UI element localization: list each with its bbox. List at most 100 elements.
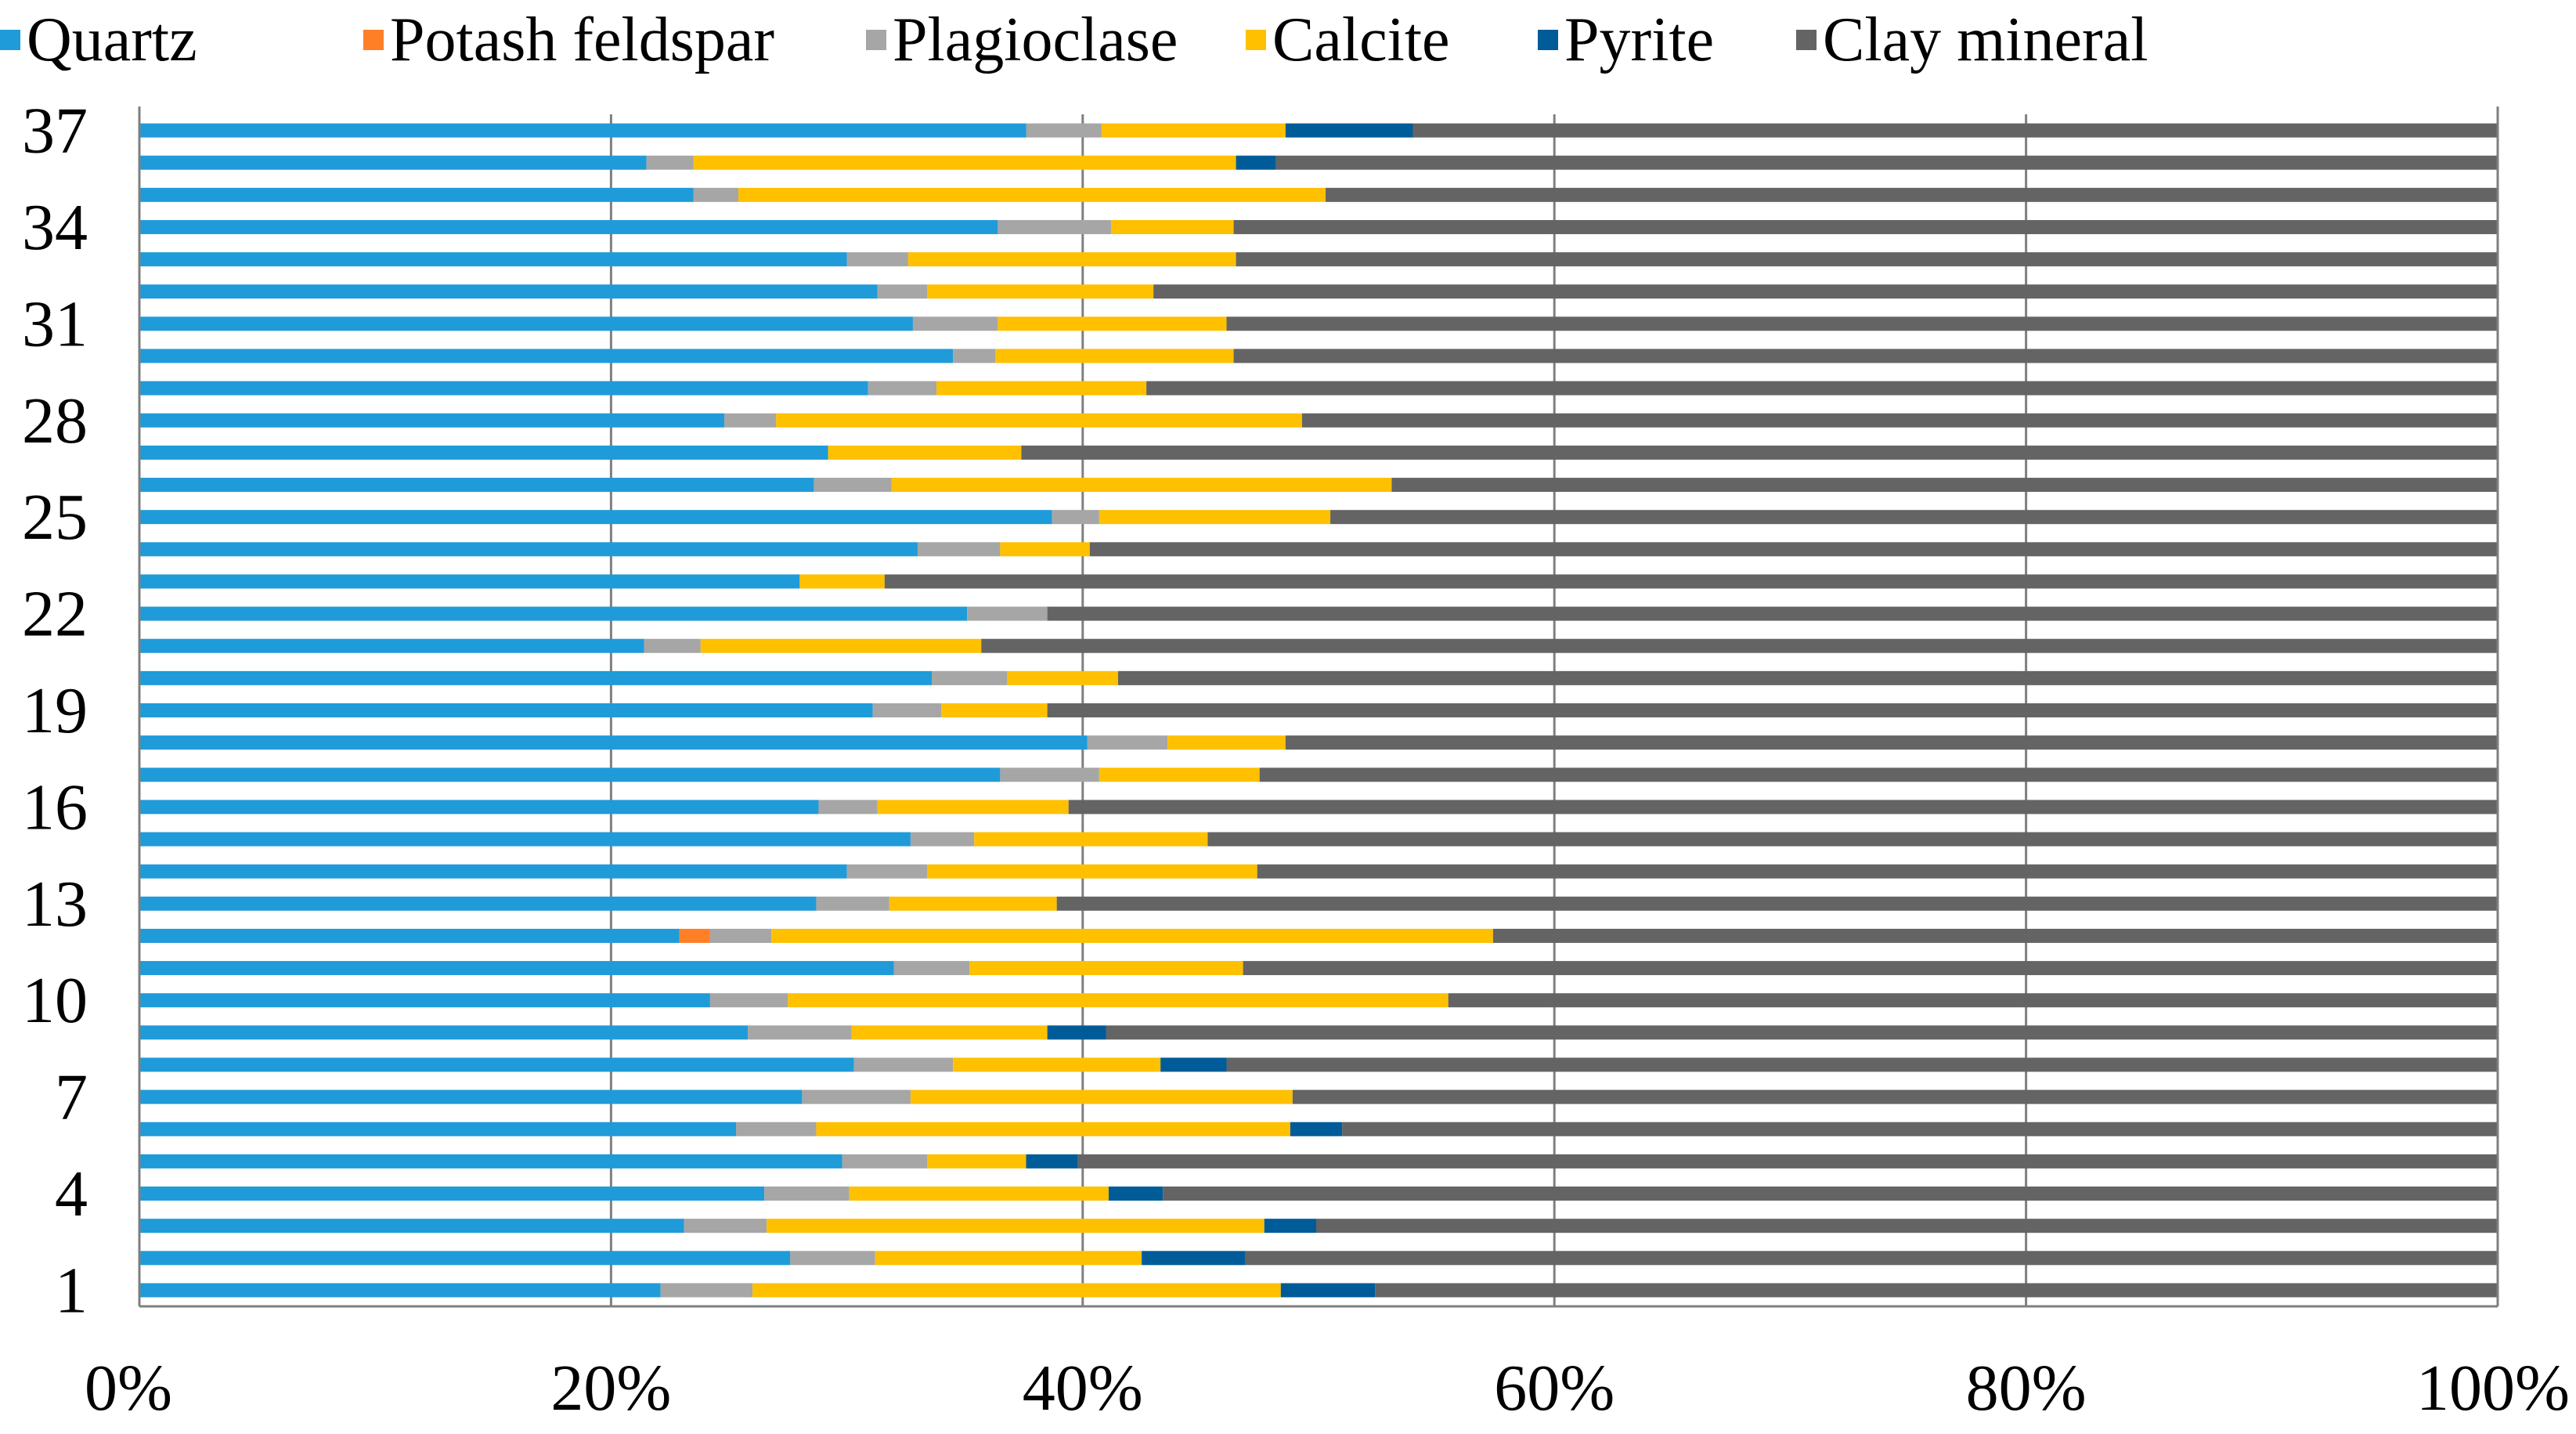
bar-sample-7-plagioclase <box>802 1089 911 1104</box>
bar-sample-32-quartz <box>139 284 878 299</box>
bar-sample-25-clay-mineral <box>1330 510 2498 525</box>
legend-swatch-potash-feldspar <box>363 30 384 50</box>
y-tick-label-16: 16 <box>22 771 88 843</box>
bar-sample-11-quartz <box>139 961 894 976</box>
bar-sample-1-plagioclase <box>660 1283 753 1298</box>
y-tick-label-37: 37 <box>22 95 88 168</box>
bar-sample-28-quartz <box>139 413 724 428</box>
bar-sample-14-calcite <box>927 864 1257 879</box>
bar-sample-2-clay-mineral <box>1245 1251 2498 1266</box>
bar-sample-21-quartz <box>139 638 644 653</box>
bar-sample-6-calcite <box>816 1122 1290 1136</box>
bar-sample-36-clay-mineral <box>1275 155 2498 170</box>
bar-sample-13-quartz <box>139 896 817 911</box>
y-tick-label-31: 31 <box>22 287 88 360</box>
bar-sample-12-calcite <box>771 928 1493 943</box>
bar-sample-16-quartz <box>139 800 819 815</box>
bar-sample-4-calcite <box>849 1187 1109 1201</box>
bar-sample-2-plagioclase <box>790 1251 875 1266</box>
y-tick-label-34: 34 <box>22 191 88 264</box>
bar-sample-17-plagioclase <box>1000 768 1099 782</box>
bar-sample-20-plagioclase <box>932 670 1008 685</box>
bar-sample-26-clay-mineral <box>1391 478 2498 493</box>
bar-sample-10-quartz <box>139 993 710 1008</box>
legend-swatch-plagioclase <box>866 30 886 50</box>
bar-sample-6-pyrite <box>1290 1122 1343 1136</box>
y-tick-label-19: 19 <box>22 674 88 747</box>
bar-sample-24-clay-mineral <box>1089 542 2498 557</box>
bar-sample-8-plagioclase <box>853 1057 954 1072</box>
bar-sample-15-quartz <box>139 832 911 847</box>
bar-sample-10-plagioclase <box>709 993 788 1008</box>
bar-sample-22-clay-mineral <box>1047 606 2498 621</box>
bar-sample-31-plagioclase <box>912 316 998 331</box>
y-tick-label-28: 28 <box>22 385 88 457</box>
bar-sample-5-quartz <box>139 1154 842 1169</box>
bar-sample-33-clay-mineral <box>1236 252 2498 267</box>
bar-sample-30-clay-mineral <box>1233 349 2498 363</box>
bar-sample-29-quartz <box>139 381 868 396</box>
bar-sample-11-plagioclase <box>893 961 970 976</box>
bar-sample-12-potash-feldspar <box>679 928 710 943</box>
bar-sample-30-quartz <box>139 349 954 363</box>
legend-item-clay-mineral: Clay mineral <box>1796 6 2148 74</box>
bar-sample-26-calcite <box>891 478 1392 493</box>
bar-sample-1-pyrite <box>1280 1283 1376 1298</box>
legend-swatch-calcite <box>1246 30 1266 50</box>
bar-sample-18-plagioclase <box>1087 735 1168 750</box>
x-tick-label-100: 100% <box>2416 1352 2570 1425</box>
bar-sample-27-clay-mineral <box>1021 445 2498 460</box>
bar-sample-9-calcite <box>851 1025 1048 1040</box>
bar-sample-34-quartz <box>139 219 998 234</box>
bar-sample-13-plagioclase <box>816 896 889 911</box>
y-tick-label-7: 7 <box>55 1061 88 1134</box>
bar-sample-1-calcite <box>752 1283 1281 1298</box>
bar-sample-13-calcite <box>889 896 1057 911</box>
bar-sample-15-clay-mineral <box>1207 832 2498 847</box>
legend-label-potash-feldspar: Potash feldspar <box>390 5 775 74</box>
bar-sample-19-plagioclase <box>872 703 942 717</box>
bar-sample-2-quartz <box>139 1251 791 1266</box>
bar-sample-29-calcite <box>936 381 1147 396</box>
bar-sample-22-plagioclase <box>967 606 1048 621</box>
bar-sample-20-calcite <box>1007 670 1118 685</box>
bar-sample-29-plagioclase <box>868 381 937 396</box>
bar-sample-1-quartz <box>139 1283 661 1298</box>
bar-sample-28-clay-mineral <box>1301 413 2498 428</box>
bar-sample-3-pyrite <box>1264 1219 1316 1234</box>
bar-sample-22-quartz <box>139 606 968 621</box>
legend-label-quartz: Quartz <box>27 5 197 74</box>
bar-sample-19-calcite <box>941 703 1048 717</box>
bar-sample-25-plagioclase <box>1052 510 1099 525</box>
bar-sample-33-plagioclase <box>846 252 908 267</box>
bar-sample-9-pyrite <box>1047 1025 1106 1040</box>
bar-sample-8-calcite <box>953 1057 1161 1072</box>
bar-sample-32-plagioclase <box>877 284 928 299</box>
bar-sample-27-calcite <box>828 445 1022 460</box>
bar-sample-34-plagioclase <box>998 219 1111 234</box>
bar-sample-33-quartz <box>139 252 847 267</box>
bar-sample-3-clay-mineral <box>1315 1219 2498 1234</box>
bar-sample-37-quartz <box>139 123 1026 138</box>
bar-sample-35-calcite <box>738 187 1326 202</box>
bar-sample-10-calcite <box>788 993 1449 1008</box>
bar-sample-35-quartz <box>139 187 694 202</box>
y-tick-label-4: 4 <box>55 1158 88 1230</box>
bar-sample-28-calcite <box>776 413 1302 428</box>
legend: Quartz Potash feldspar Plagioclase Calci… <box>0 6 2576 74</box>
bar-sample-5-calcite <box>927 1154 1026 1169</box>
bar-sample-12-plagioclase <box>709 928 772 943</box>
bar-sample-36-calcite <box>693 155 1236 170</box>
bar-sample-32-calcite <box>927 284 1154 299</box>
legend-label-calcite: Calcite <box>1272 5 1450 74</box>
bar-sample-26-quartz <box>139 478 814 493</box>
bar-sample-23-quartz <box>139 574 800 589</box>
bar-sample-10-clay-mineral <box>1448 993 2498 1008</box>
bar-sample-35-plagioclase <box>693 187 739 202</box>
bar-sample-9-clay-mineral <box>1106 1025 2498 1040</box>
bar-sample-20-quartz <box>139 670 933 685</box>
bar-sample-37-pyrite <box>1285 123 1413 138</box>
bar-sample-5-plagioclase <box>842 1154 928 1169</box>
bar-sample-16-plagioclase <box>818 800 878 815</box>
bar-sample-37-calcite <box>1101 123 1286 138</box>
